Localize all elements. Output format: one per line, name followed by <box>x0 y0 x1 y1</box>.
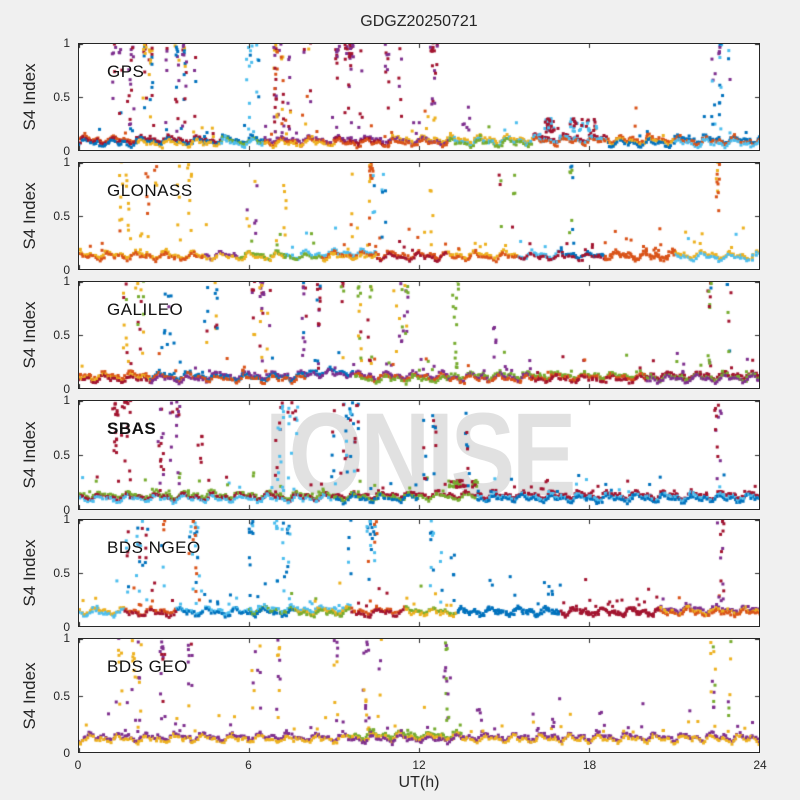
y-tick-label: 0 <box>63 503 70 517</box>
panel-label-galileo: GALILEO <box>107 300 184 319</box>
panel-glonass: GLONASS <box>78 162 760 270</box>
y-tick-label: 1 <box>63 155 70 169</box>
scatter-canvas-bds-ngeo <box>79 520 759 626</box>
y-tick-label: 1 <box>63 274 70 288</box>
y-tick-label: 0.5 <box>53 90 70 104</box>
y-tick-label: 0.5 <box>53 209 70 223</box>
panel-sbas: IONISESBAS <box>78 400 760 510</box>
scatter-canvas-sbas <box>79 401 759 509</box>
y-tick-label: 0 <box>63 144 70 158</box>
y-tick-label: 1 <box>63 631 70 645</box>
panel-label-gps: GPS <box>107 62 145 81</box>
y-tick-label: 0 <box>63 382 70 396</box>
scatter-canvas-bds-geo <box>79 639 759 752</box>
figure-title: GDGZ20250721 <box>360 13 478 30</box>
x-tick-label: 6 <box>245 758 252 772</box>
scatter-canvas-galileo <box>79 282 759 388</box>
panel-label-sbas: SBAS <box>107 419 157 438</box>
y-tick-label: 0.5 <box>53 328 70 342</box>
scatter-canvas-glonass <box>79 163 759 269</box>
y-tick-label: 1 <box>63 36 70 50</box>
x-tick-label: 0 <box>74 758 82 772</box>
y-tick-label: 0 <box>63 620 70 634</box>
y-tick-label: 1 <box>63 512 70 526</box>
x-tick-label: 12 <box>412 758 426 772</box>
y-tick-label: 0.5 <box>53 566 70 580</box>
panel-galileo: GALILEO <box>78 281 760 389</box>
x-tick-label: 18 <box>582 758 597 772</box>
y-tick-label: 0.5 <box>53 688 70 703</box>
y-tick-label: 0.5 <box>53 448 70 462</box>
panel-bds-ngeo: BDS NGEO <box>78 519 760 627</box>
panel-gps: GPS <box>78 43 760 151</box>
panel-label-glonass: GLONASS <box>107 181 193 200</box>
y-tick-label: 0 <box>63 746 70 760</box>
x-tick-label: 24 <box>753 758 767 772</box>
panel-label-bds-geo: BDS GEO <box>107 657 188 676</box>
y-tick-label: 0 <box>63 263 70 277</box>
panel-bds-geo: BDS GEO <box>78 638 760 753</box>
scatter-canvas-gps <box>79 44 759 150</box>
panel-label-bds-ngeo: BDS NGEO <box>107 538 201 557</box>
y-tick-label: 1 <box>63 393 70 407</box>
x-axis-label: UT(h) <box>398 774 440 791</box>
